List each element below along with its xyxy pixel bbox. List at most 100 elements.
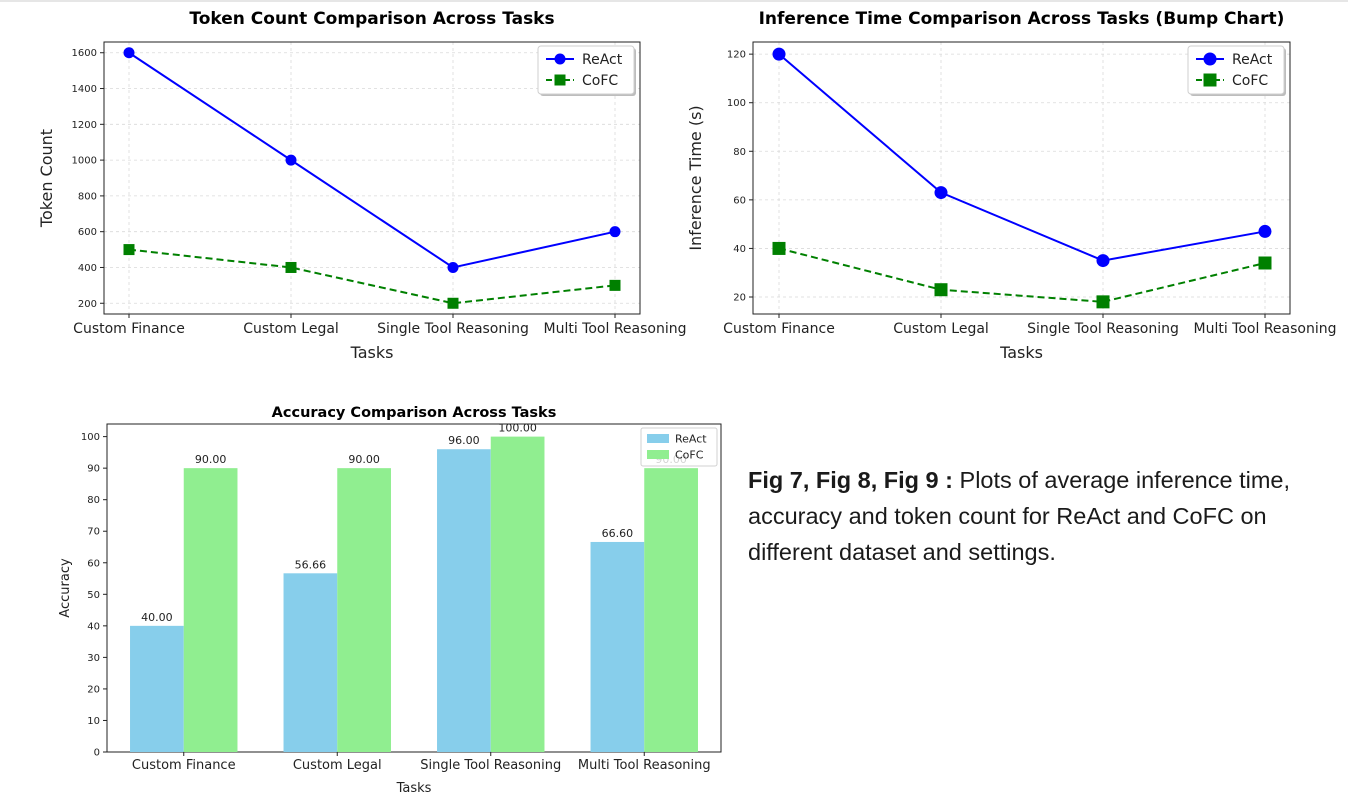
data-point-cofc bbox=[1096, 295, 1110, 309]
y-tick-label: 40 bbox=[87, 621, 100, 632]
y-axis-label: Token Count bbox=[37, 129, 56, 228]
bar-value-label: 40.00 bbox=[141, 611, 173, 624]
x-tick-label-multi-tool-reasoning: Multi Tool Reasoning bbox=[544, 321, 687, 337]
bar-value-label: 100.00 bbox=[498, 422, 537, 435]
legend: ReAct CoFC bbox=[537, 45, 636, 96]
bar-react-custom-finance bbox=[130, 625, 184, 752]
legend-label-cofc: CoFC bbox=[582, 73, 618, 89]
legend-marker-cofc bbox=[1203, 73, 1217, 87]
x-tick-label-custom-finance: Custom Finance bbox=[132, 758, 236, 773]
chart-title: Accuracy Comparison Across Tasks bbox=[272, 405, 557, 421]
legend-label-react: ReAct bbox=[675, 433, 707, 446]
data-point-react bbox=[447, 261, 459, 273]
plot-frame bbox=[103, 41, 641, 315]
data-point-react bbox=[609, 226, 621, 238]
legend-swatch-react bbox=[647, 434, 669, 443]
legend: ReAct CoFC bbox=[640, 427, 718, 467]
data-point-cofc bbox=[934, 283, 948, 297]
x-tick-label-multi-tool-reasoning: Multi Tool Reasoning bbox=[1194, 321, 1337, 337]
x-tick-label-multi-tool-reasoning: Multi Tool Reasoning bbox=[578, 758, 711, 773]
data-point-react bbox=[1258, 224, 1272, 238]
legend-label-cofc: CoFC bbox=[1232, 73, 1268, 89]
data-point-react bbox=[285, 154, 297, 166]
y-tick-label: 1400 bbox=[72, 84, 97, 95]
data-point-cofc bbox=[609, 279, 621, 291]
y-tick-label: 30 bbox=[87, 653, 100, 664]
y-tick-label: 1000 bbox=[72, 156, 97, 167]
bar-cofc-single-tool-reasoning bbox=[490, 436, 545, 752]
x-tick-label-single-tool-reasoning: Single Tool Reasoning bbox=[377, 321, 529, 337]
plot-frame bbox=[752, 41, 1291, 315]
y-tick-label: 20 bbox=[733, 293, 746, 304]
y-tick-label: 1600 bbox=[72, 48, 97, 59]
caption-bold: Fig 7, Fig 8, Fig 9 : bbox=[748, 467, 953, 493]
x-axis-label: Tasks bbox=[999, 343, 1043, 362]
bar-react-custom-legal bbox=[283, 573, 338, 752]
bar-value-label: 90.00 bbox=[348, 453, 380, 466]
bar-value-label: 90.00 bbox=[195, 453, 227, 466]
y-tick-label: 800 bbox=[78, 191, 97, 202]
y-tick-label: 70 bbox=[87, 527, 100, 538]
figure-caption: Fig 7, Fig 8, Fig 9 : Plots of average i… bbox=[748, 462, 1308, 570]
y-tick-label: 0 bbox=[94, 748, 100, 759]
series-line-react bbox=[128, 51, 616, 269]
bar-value-label: 66.60 bbox=[602, 527, 634, 540]
y-tick-label: 200 bbox=[78, 299, 97, 310]
y-tick-label: 40 bbox=[733, 244, 746, 255]
x-tick-label-custom-legal: Custom Legal bbox=[293, 758, 382, 773]
series-line-cofc bbox=[128, 248, 616, 305]
series-line-cofc bbox=[778, 247, 1266, 303]
bar-value-label: 96.00 bbox=[448, 434, 480, 447]
legend-label-react: ReAct bbox=[582, 52, 623, 68]
x-tick-label-custom-legal: Custom Legal bbox=[243, 321, 339, 337]
bar-cofc-custom-finance bbox=[183, 468, 238, 752]
data-point-react bbox=[123, 47, 135, 59]
y-tick-label: 600 bbox=[78, 227, 97, 238]
y-tick-label: 10 bbox=[87, 716, 100, 727]
y-tick-label: 400 bbox=[78, 263, 97, 274]
y-tick-label: 100 bbox=[81, 432, 100, 443]
x-tick-label-single-tool-reasoning: Single Tool Reasoning bbox=[1027, 321, 1179, 337]
legend: ReAct CoFC bbox=[1187, 45, 1286, 96]
caption-text: Plots of average inference time, accurac… bbox=[748, 467, 1290, 565]
bar-cofc-custom-legal bbox=[337, 468, 391, 752]
data-point-cofc bbox=[447, 297, 459, 309]
x-tick-label-custom-finance: Custom Finance bbox=[723, 321, 835, 337]
series-line-react bbox=[778, 53, 1266, 262]
y-axis-label: Accuracy bbox=[58, 558, 73, 618]
y-tick-label: 90 bbox=[87, 464, 100, 475]
data-point-cofc bbox=[123, 244, 135, 256]
legend-marker-react bbox=[1203, 52, 1217, 66]
legend-marker-cofc bbox=[554, 74, 566, 86]
legend-label-cofc: CoFC bbox=[675, 449, 704, 462]
x-tick-label-single-tool-reasoning: Single Tool Reasoning bbox=[420, 758, 561, 773]
y-tick-label: 1200 bbox=[72, 120, 97, 131]
y-tick-label: 100 bbox=[727, 98, 746, 109]
legend-marker-react bbox=[554, 53, 566, 65]
legend-label-react: ReAct bbox=[1232, 52, 1273, 68]
x-tick-label-custom-legal: Custom Legal bbox=[893, 321, 989, 337]
data-point-react bbox=[1096, 254, 1110, 268]
chart-title: Token Count Comparison Across Tasks bbox=[189, 9, 554, 29]
x-axis-label: Tasks bbox=[350, 343, 394, 362]
y-tick-label: 80 bbox=[733, 147, 746, 158]
bar-cofc-multi-tool-reasoning bbox=[644, 468, 698, 752]
chart-title: Inference Time Comparison Across Tasks (… bbox=[759, 9, 1285, 29]
top-border bbox=[0, 0, 1348, 2]
data-point-cofc bbox=[1258, 256, 1272, 270]
plot-frame bbox=[106, 423, 722, 753]
y-tick-label: 60 bbox=[733, 195, 746, 206]
y-tick-label: 120 bbox=[727, 50, 746, 61]
y-tick-label: 50 bbox=[87, 590, 100, 601]
x-tick-label-custom-finance: Custom Finance bbox=[73, 321, 185, 337]
bar-react-single-tool-reasoning bbox=[437, 449, 491, 752]
y-tick-label: 20 bbox=[87, 684, 100, 695]
data-point-cofc bbox=[772, 241, 786, 255]
x-axis-label: Tasks bbox=[396, 781, 432, 794]
data-point-react bbox=[934, 186, 948, 200]
data-point-cofc bbox=[285, 261, 297, 273]
bar-react-multi-tool-reasoning bbox=[590, 541, 645, 752]
